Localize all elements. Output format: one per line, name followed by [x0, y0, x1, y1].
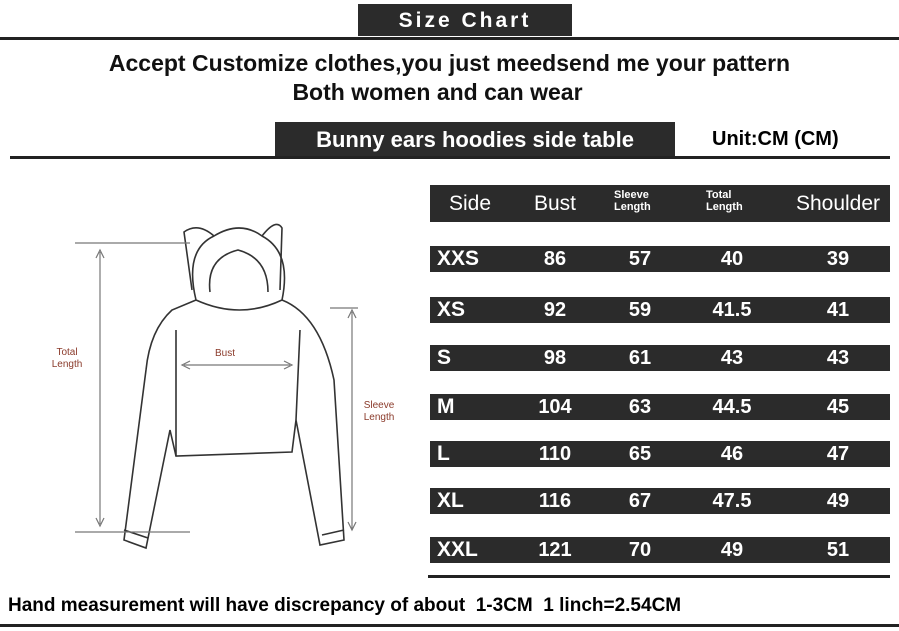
table-cell: 57 — [628, 248, 652, 270]
column-header: Shoulder — [795, 192, 881, 215]
table-cell: 61 — [628, 347, 652, 369]
table-cell: 43 — [720, 347, 744, 369]
table-cell: 43 — [826, 347, 850, 369]
table-cell: 98 — [543, 347, 567, 369]
table-cell: XXS — [437, 247, 480, 270]
row-bar — [430, 394, 890, 420]
rule — [428, 575, 890, 578]
table-cell: 40 — [720, 248, 744, 270]
footer: Hand measurement will have discrepancy o… — [8, 595, 682, 616]
column-header: Side — [448, 192, 492, 215]
table-cell: S — [437, 346, 452, 369]
table-cell: 49 — [826, 490, 850, 512]
diagram-label: Bust — [214, 348, 235, 359]
table-cell: 86 — [543, 248, 567, 270]
table-header-bar — [430, 185, 890, 222]
diagram-label: Sleeve Length — [363, 400, 395, 423]
table-cell: 110 — [538, 443, 572, 465]
row-bar — [430, 441, 890, 467]
table-title: Bunny ears hoodies side table — [275, 122, 675, 156]
table-cell: 44.5 — [712, 396, 752, 418]
column-header: Sleeve Length — [614, 189, 651, 213]
table-cell: 51 — [826, 539, 850, 561]
table-cell: 41.5 — [712, 299, 752, 321]
table-cell: 59 — [628, 299, 652, 321]
rule — [10, 156, 890, 159]
row-bar — [430, 345, 890, 371]
table-cell: 47.5 — [712, 490, 752, 512]
table-cell: XL — [437, 489, 464, 512]
unit: Unit:CM (CM) — [712, 128, 839, 150]
table-cell: 41 — [826, 299, 850, 321]
table-cell: XXL — [437, 538, 478, 561]
table-cell: 39 — [826, 248, 850, 270]
column-header: Total Length — [706, 189, 743, 213]
table-cell: 67 — [628, 490, 652, 512]
table-cell: L — [437, 442, 450, 465]
row-bar — [430, 297, 890, 323]
table-cell: 63 — [628, 396, 652, 418]
title: Size Chart — [358, 4, 572, 36]
table-cell: 104 — [538, 396, 572, 418]
table-cell: 92 — [543, 299, 567, 321]
row-bar — [430, 488, 890, 514]
hoodie-diagram — [75, 223, 358, 550]
intro-line: Both women and can wear — [292, 79, 583, 105]
row-bar — [430, 246, 890, 272]
table-cell: M — [437, 395, 455, 418]
table-cell: 121 — [538, 539, 572, 561]
table-cell: 116 — [538, 490, 572, 512]
table-cell: 65 — [628, 443, 652, 465]
row-bar — [430, 537, 890, 563]
intro-line: Accept Customize clothes,you just meedse… — [108, 50, 791, 76]
rule — [0, 624, 899, 627]
table-cell: 47 — [826, 443, 850, 465]
table-cell: 45 — [826, 396, 850, 418]
table-cell: 70 — [628, 539, 652, 561]
diagram-label: Total Length — [51, 347, 83, 370]
table-cell: 49 — [720, 539, 744, 561]
table-cell: 46 — [720, 443, 744, 465]
rule — [0, 37, 899, 40]
table-cell: XS — [437, 298, 466, 321]
column-header: Bust — [533, 192, 577, 215]
